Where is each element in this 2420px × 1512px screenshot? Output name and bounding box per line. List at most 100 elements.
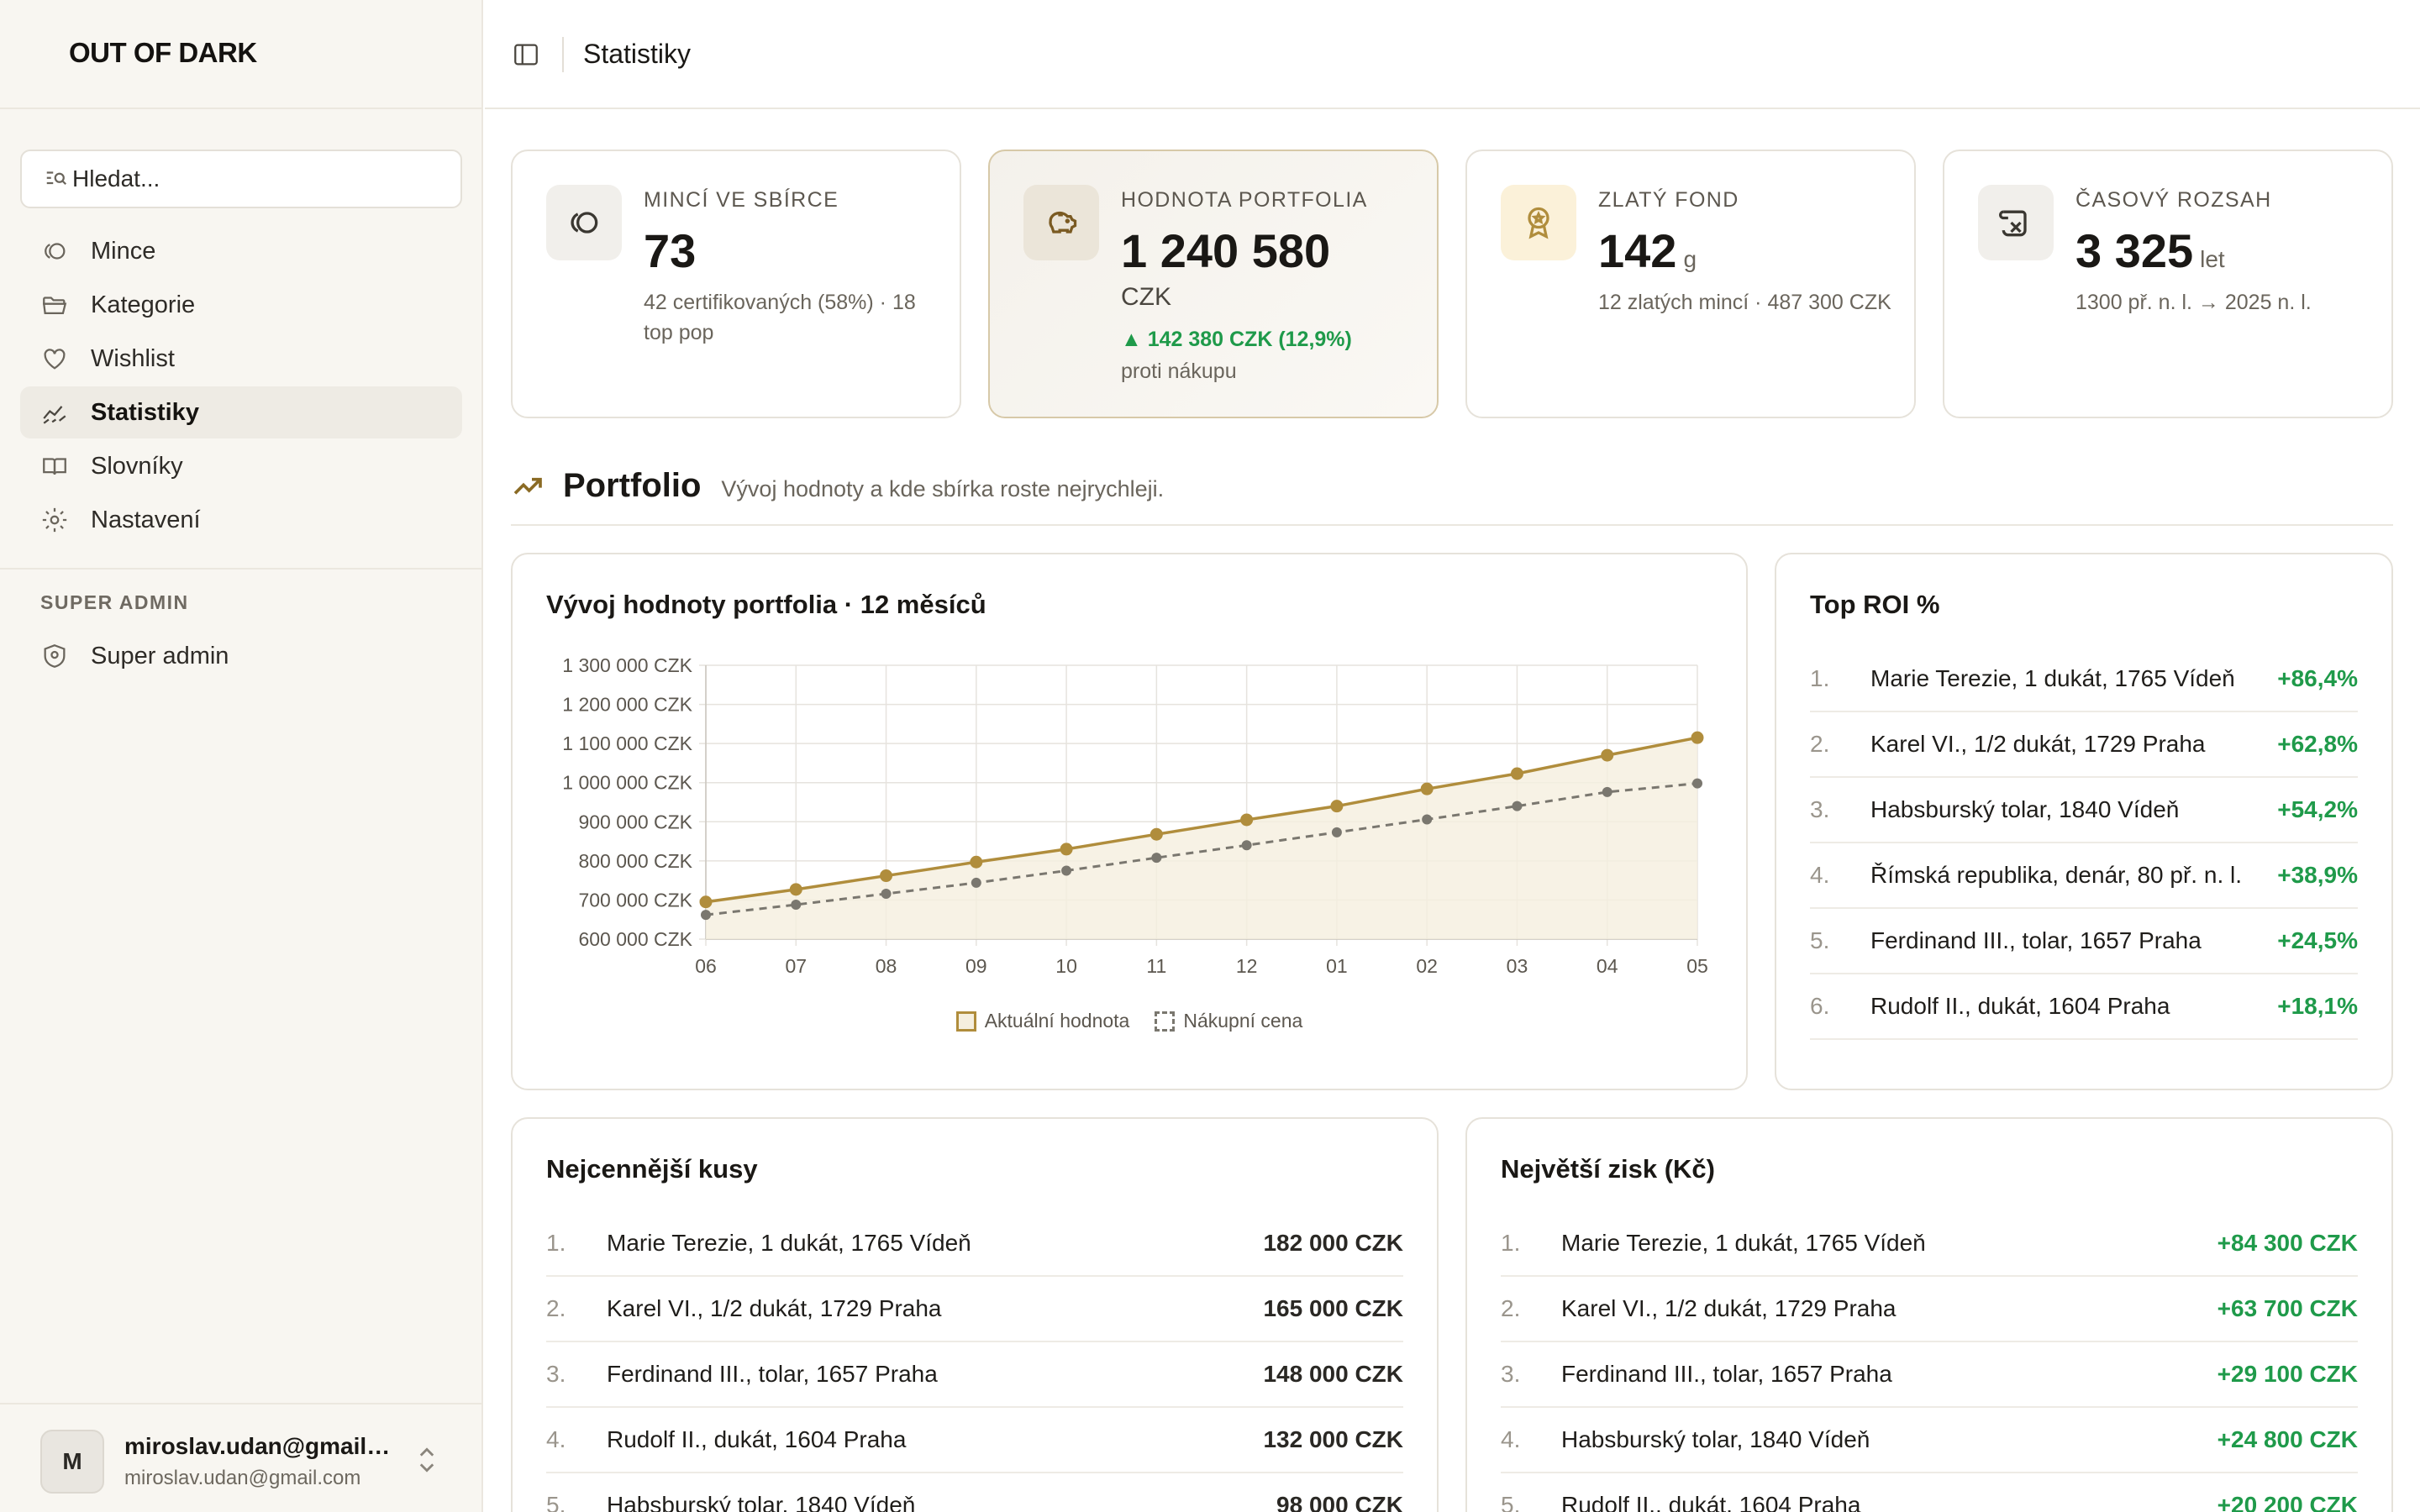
x-tick-label: 08 bbox=[876, 955, 897, 977]
stat-subtext: 42 certifikovaných (58%) · 18 top pop bbox=[644, 291, 916, 344]
list-item[interactable]: 1. Marie Terezie, 1 dukát, 1765 Vídeň +84 … bbox=[1501, 1211, 2358, 1277]
user-name: miroslav.udan@gmail.com bbox=[124, 1433, 393, 1459]
stat-subtext: proti nákupu bbox=[1121, 360, 1237, 383]
piggy-bank-icon bbox=[1049, 211, 1077, 234]
stat-icon-box bbox=[1978, 185, 2054, 260]
sidebar-item-label: Slovníky bbox=[91, 452, 183, 480]
profit-value: +20 200 CZK bbox=[2217, 1492, 2358, 1512]
sidebar-item-mince[interactable]: Mince bbox=[20, 225, 462, 277]
rank-number: 4. bbox=[546, 1426, 566, 1452]
coin-name: Habsburský tolar, 1840 Vídeň bbox=[1561, 1426, 1870, 1452]
data-point-current-value bbox=[1240, 813, 1254, 827]
section-description: Vývoj hodnoty a kde sbírka roste nejrych… bbox=[721, 476, 1165, 501]
chart-legend: Aktuální hodnota Nákupní cena bbox=[511, 1010, 1748, 1032]
shield-icon bbox=[44, 644, 66, 668]
x-tick-label: 09 bbox=[965, 955, 987, 977]
search-input[interactable] bbox=[72, 165, 459, 192]
coin-name: Ferdinand III., tolar, 1657 Praha bbox=[1870, 927, 2202, 953]
stat-value: 73 bbox=[644, 223, 696, 278]
stat-value: 142 g bbox=[1598, 223, 1697, 278]
roi-value: +62,8% bbox=[2277, 731, 2358, 757]
list-item[interactable]: 4. Rudolf II., dukát, 1604 Praha 132 000 C… bbox=[546, 1408, 1403, 1473]
y-tick-label: 1 000 000 CZK bbox=[562, 772, 692, 794]
sidebar-divider bbox=[0, 108, 483, 109]
heart-icon bbox=[44, 349, 66, 370]
x-tick-label: 03 bbox=[1507, 955, 1528, 977]
list-item[interactable]: 3. Habsburský tolar, 1840 Vídeň +54,2% bbox=[1810, 778, 2358, 843]
legend-swatch bbox=[1155, 1011, 1176, 1032]
list-item[interactable]: 2. Karel VI., 1/2 dukát, 1729 Praha +62,8% bbox=[1810, 712, 2358, 778]
stat-card-portfolio: HODNOTA PORTFOLIA 1 240 580 CZK ▲ 142 38… bbox=[988, 150, 1439, 418]
list-item[interactable]: 1. Marie Terezie, 1 dukát, 1765 Vídeň +86,… bbox=[1810, 647, 2358, 712]
stat-icon-box bbox=[1023, 185, 1099, 260]
list-item[interactable]: 5. Habsburský tolar, 1840 Vídeň 98 000 CZK bbox=[546, 1473, 1403, 1512]
search-box[interactable] bbox=[20, 150, 462, 208]
x-tick-label: 12 bbox=[1236, 955, 1258, 977]
area-fill-current-value bbox=[706, 738, 1697, 939]
rank-number: 5. bbox=[546, 1492, 566, 1512]
sidebar-item-label: Statistiky bbox=[91, 398, 199, 426]
roi-value: +24,5% bbox=[2277, 927, 2358, 953]
profit-value: +29 100 CZK bbox=[2217, 1361, 2358, 1387]
data-point-purchase-price bbox=[1422, 814, 1433, 825]
list-item[interactable]: 5. Rudolf II., dukát, 1604 Praha +20 200 C… bbox=[1501, 1473, 2358, 1512]
sidebar-item-statistiky[interactable]: Statistiky bbox=[20, 386, 462, 438]
coin-name: Římská republika, denár, 80 př. n. l. bbox=[1870, 862, 2242, 888]
list-item[interactable]: 5. Ferdinand III., tolar, 1657 Praha +24,5… bbox=[1810, 909, 2358, 974]
sidebar-item-slovniky[interactable]: Slovníky bbox=[20, 440, 462, 492]
list-item[interactable]: 4. Římská republika, denár, 80 př. n. l. +… bbox=[1810, 843, 2358, 909]
valuable-list: 1. Marie Terezie, 1 dukát, 1765 Vídeň 182 … bbox=[546, 1211, 1403, 1512]
sidebar-item-label: Nastavení bbox=[91, 506, 201, 533]
sidebar-item-kategorie[interactable]: Kategorie bbox=[20, 279, 462, 331]
rank-number: 2. bbox=[546, 1295, 566, 1321]
list-item[interactable]: 1. Marie Terezie, 1 dukát, 1765 Vídeň 182 … bbox=[546, 1211, 1403, 1277]
sidebar-admin-nav: Super admin bbox=[20, 630, 462, 684]
header-separator bbox=[562, 37, 564, 72]
list-item[interactable]: 6. Rudolf II., dukát, 1604 Praha +18,1% bbox=[1810, 974, 2358, 1040]
data-point-purchase-price bbox=[881, 888, 892, 899]
sidebar-item-wishlist[interactable]: Wishlist bbox=[20, 333, 462, 385]
roi-list: 1. Marie Terezie, 1 dukát, 1765 Vídeň +86,… bbox=[1810, 647, 2358, 1040]
coin-name: Karel VI., 1/2 dukát, 1729 Praha bbox=[1870, 731, 2206, 757]
y-tick-label: 900 000 CZK bbox=[578, 811, 692, 832]
data-point-purchase-price bbox=[1151, 853, 1162, 864]
legend-item-current[interactable]: Aktuální hodnota bbox=[955, 1010, 1129, 1032]
scroll-icon bbox=[1999, 210, 2027, 237]
portfolio-line-chart: 1 300 000 CZK 1 200 000 CZK 1 100 000 CZK 1… bbox=[562, 654, 1708, 977]
legend-swatch bbox=[955, 1011, 976, 1032]
coin-name: Marie Terezie, 1 dukát, 1765 Vídeň bbox=[607, 1230, 971, 1256]
sidebar-section-label: SUPER ADMIN bbox=[40, 591, 189, 613]
rank-number: 3. bbox=[1501, 1361, 1521, 1387]
x-tick-label: 05 bbox=[1686, 955, 1708, 977]
rank-number: 1. bbox=[1501, 1230, 1521, 1256]
x-tick-label: 10 bbox=[1055, 955, 1077, 977]
list-item[interactable]: 4. Habsburský tolar, 1840 Vídeň +24 800 CZ… bbox=[1501, 1408, 2358, 1473]
data-point-current-value bbox=[880, 869, 893, 883]
top-roi-panel: Top ROI % 1. Marie Terezie, 1 dukát, 1765… bbox=[1775, 553, 2393, 1090]
coin-value: 148 000 CZK bbox=[1263, 1361, 1403, 1387]
sidebar-toggle-icon[interactable] bbox=[512, 40, 540, 69]
data-point-purchase-price bbox=[1061, 865, 1072, 876]
legend-item-purchase[interactable]: Nákupní cena bbox=[1155, 1010, 1302, 1032]
data-point-purchase-price bbox=[971, 877, 981, 888]
coin-value: 98 000 CZK bbox=[1276, 1492, 1403, 1512]
sidebar-item-super-admin[interactable]: Super admin bbox=[20, 630, 462, 682]
profit-value: +84 300 CZK bbox=[2217, 1230, 2358, 1256]
list-item[interactable]: 2. Karel VI., 1/2 dukát, 1729 Praha 165 00… bbox=[546, 1277, 1403, 1342]
list-item[interactable]: 2. Karel VI., 1/2 dukát, 1729 Praha +63 70… bbox=[1501, 1277, 2358, 1342]
sidebar-item-nastaveni[interactable]: Nastavení bbox=[20, 494, 462, 546]
app-logo[interactable]: OUT OF DARK bbox=[69, 37, 257, 68]
chart-icon bbox=[43, 406, 66, 424]
stat-number: 3 325 bbox=[2075, 224, 2194, 277]
section-divider bbox=[511, 524, 2393, 526]
list-item[interactable]: 3. Ferdinand III., tolar, 1657 Praha 148 0… bbox=[546, 1342, 1403, 1408]
rank-number: 4. bbox=[1810, 862, 1830, 888]
stat-card-coins: MINCÍ VE SBÍRCE 73 42 certifikovaných (5… bbox=[511, 150, 961, 418]
stat-value: 1 240 580 bbox=[1121, 223, 1330, 278]
coin-value: 165 000 CZK bbox=[1263, 1295, 1403, 1321]
legend-label: Nákupní cena bbox=[1183, 1010, 1303, 1032]
sidebar-nav: Mince Kategorie Wishlist Statistiky Slov… bbox=[20, 225, 462, 548]
roi-value: +18,1% bbox=[2277, 993, 2358, 1019]
list-item[interactable]: 3. Ferdinand III., tolar, 1657 Praha +29 1… bbox=[1501, 1342, 2358, 1408]
user-menu[interactable]: M miroslav.udan@gmail.com miroslav.udan@… bbox=[0, 1403, 483, 1512]
